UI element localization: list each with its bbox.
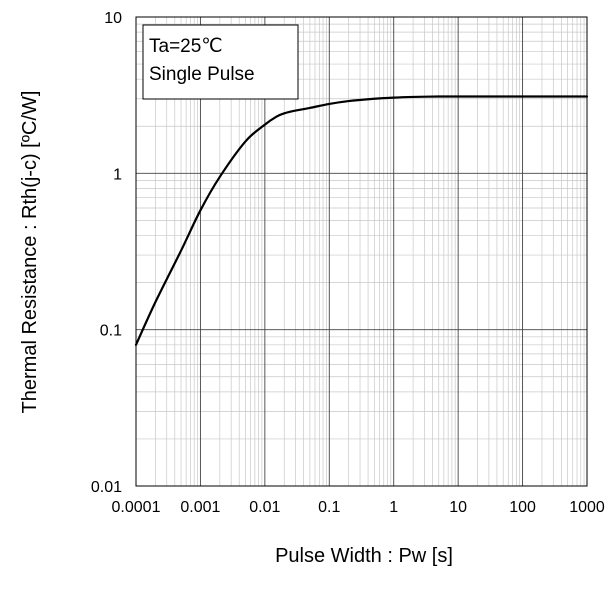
x-tick-labels: 0.0001 0.001 0.01 0.1 1 10 100 1000 xyxy=(112,499,605,516)
x-axis-label: Pulse Width : Pw [s] xyxy=(275,545,453,567)
x-tick-label: 1000 xyxy=(569,499,605,516)
y-tick-labels: 0.01 0.1 1 10 xyxy=(91,10,122,496)
x-tick-label: 10 xyxy=(449,499,467,516)
x-tick-label: 0.01 xyxy=(249,499,280,516)
x-tick-label: 0.1 xyxy=(318,499,340,516)
annotation-line-2: Single Pulse xyxy=(149,64,255,85)
y-tick-label: 0.01 xyxy=(91,479,122,496)
y-tick-label: 0.1 xyxy=(100,323,122,340)
y-tick-label: 10 xyxy=(104,10,122,27)
y-tick-label: 1 xyxy=(113,166,122,183)
x-tick-label: 100 xyxy=(509,499,536,516)
series-line xyxy=(134,95,589,346)
x-tick-label: 0.0001 xyxy=(112,499,161,516)
x-tick-label: 0.001 xyxy=(180,499,220,516)
x-tick-label: 1 xyxy=(389,499,398,516)
plot-frame xyxy=(135,16,588,487)
annotation-box: Ta=25℃ Single Pulse xyxy=(142,24,299,100)
y-axis-label: Thermal Resistance : Rth(j-c) [ºC/W] xyxy=(19,91,41,414)
annotation-line-1: Ta=25℃ xyxy=(149,36,223,57)
